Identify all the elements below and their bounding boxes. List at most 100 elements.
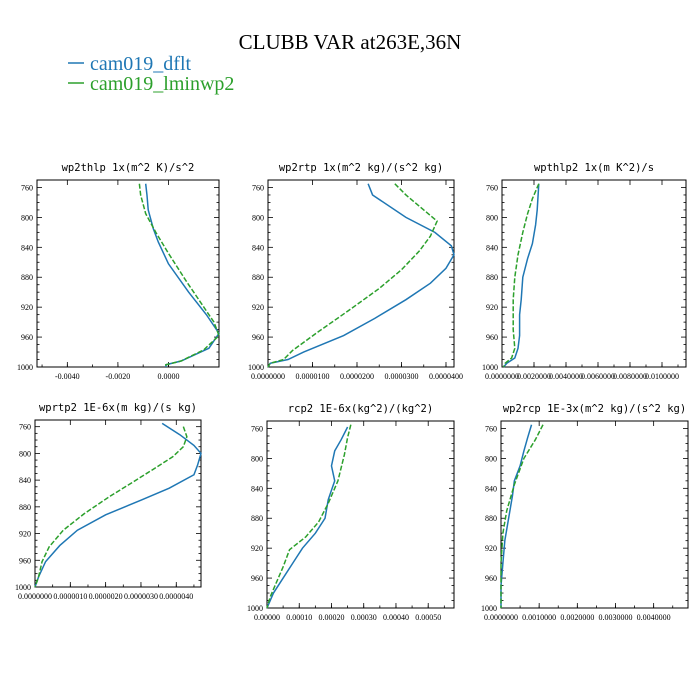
y-tick-label: 960 <box>252 333 264 342</box>
series-line-cam019_lminwp2 <box>500 424 544 608</box>
x-tick-label: -0.0020 <box>106 372 131 381</box>
x-tick-label: 0.0080000 <box>613 372 647 381</box>
x-tick-label: 0.0040000 <box>637 613 671 622</box>
series-line-cam019_lminwp2 <box>138 183 220 367</box>
y-tick-label: 760 <box>252 183 264 192</box>
series-line-cam019_lminwp2 <box>266 424 352 609</box>
panel-title: wprtp2 1E-6x(m kg)/(s kg) <box>39 402 197 414</box>
y-tick-label: 960 <box>486 333 498 342</box>
panel-title: wp2thlp 1x(m^2 K)/s^2 <box>62 162 195 174</box>
y-tick-label: 960 <box>19 556 31 565</box>
y-tick-label: 1000 <box>247 604 263 613</box>
series-line-cam019_dflt <box>267 183 455 368</box>
x-tick-label: 0.0000000 <box>251 372 285 381</box>
y-tick-label: 840 <box>486 243 498 252</box>
legend-label-dflt: cam019_dflt <box>90 53 192 75</box>
panel-title: wp2rcp 1E-3x(m^2 kg)/(s^2 kg) <box>503 403 686 415</box>
panel-2: wp2rtp 1x(m^2 kg)/(s^2 kg) 760 800 840 880 92… <box>248 162 463 381</box>
plot-frame <box>501 179 687 368</box>
x-tick-label: 0.0030000 <box>598 613 632 622</box>
y-tick-label: 760 <box>486 183 498 192</box>
legend-label-lminwp2: cam019_lminwp2 <box>90 73 234 95</box>
legend: cam019_dflt cam019_lminwp2 <box>68 53 234 95</box>
x-tick-label: 0.0000020 <box>89 592 123 601</box>
series-line-cam019_lminwp2 <box>34 426 188 588</box>
y-tick-label: 880 <box>21 273 33 282</box>
y-tick-label: 1000 <box>17 363 33 372</box>
y-tick-label: 800 <box>251 454 263 463</box>
panels: wp2thlp 1x(m^2 K)/s^2 760 800 840 880 920 960 1… <box>15 162 689 622</box>
panel-1: wp2thlp 1x(m^2 K)/s^2 760 800 840 880 920 960 1… <box>17 162 220 381</box>
x-tick-label: 0.0020000 <box>517 372 551 381</box>
y-tick-label: 840 <box>251 484 263 493</box>
x-tick-label: 0.0000000 <box>484 613 518 622</box>
series-line-cam019_dflt <box>503 183 540 368</box>
x-tick-label: 0.0000000 <box>18 592 52 601</box>
panel-title: rcp2 1E-6x(kg^2)/(kg^2) <box>288 403 433 415</box>
y-tick-label: 960 <box>251 574 263 583</box>
y-tick-label: 880 <box>252 273 264 282</box>
panel-title: wpthlp2 1x(m K^2)/s <box>534 162 654 174</box>
y-tick-label: 760 <box>21 183 33 192</box>
y-tick-label: 920 <box>252 303 264 312</box>
x-tick-label: 0.0000 <box>157 372 179 381</box>
y-tick-label: 800 <box>19 449 31 458</box>
y-tick-label: 920 <box>251 544 263 553</box>
y-tick-label: 960 <box>21 333 33 342</box>
x-tick-label: 0.00030 <box>351 613 377 622</box>
series-line-cam019_dflt <box>34 422 202 588</box>
y-tick-label: 760 <box>19 423 31 432</box>
x-tick-label: 0.0000100 <box>295 372 329 381</box>
y-tick-label: 920 <box>486 303 498 312</box>
y-tick-label: 880 <box>251 514 263 523</box>
y-tick-label: 760 <box>485 424 497 433</box>
y-tick-label: 760 <box>251 424 263 433</box>
series-line-cam019_dflt <box>266 426 349 609</box>
y-tick-label: 920 <box>21 303 33 312</box>
x-tick-label: 0.0040000 <box>549 372 583 381</box>
y-tick-label: 840 <box>21 243 33 252</box>
panel-5: rcp2 1E-6x(kg^2)/(kg^2) 760 800 840 880 920 96… <box>247 403 455 622</box>
y-tick-label: 800 <box>486 213 498 222</box>
x-tick-label: 0.00020 <box>318 613 344 622</box>
x-tick-label: 0.0100000 <box>645 372 679 381</box>
plot-frame <box>267 179 455 368</box>
panel-6: wp2rcp 1E-3x(m^2 kg)/(s^2 kg) 760 800 840 88… <box>481 403 689 622</box>
x-tick-label: 0.0000000 <box>485 372 519 381</box>
plot-frame <box>266 420 455 609</box>
panel-3: wpthlp2 1x(m K^2)/s 760 800 840 880 920 960 100… <box>482 162 687 381</box>
series-line-cam019_lminwp2 <box>267 183 439 368</box>
y-tick-label: 960 <box>485 574 497 583</box>
y-tick-label: 800 <box>21 213 33 222</box>
series-line-cam019_dflt <box>500 424 533 608</box>
y-tick-label: 840 <box>252 243 264 252</box>
y-tick-label: 880 <box>486 273 498 282</box>
panel-title: wp2rtp 1x(m^2 kg)/(s^2 kg) <box>279 162 443 174</box>
plot-frame <box>500 420 689 609</box>
x-tick-label: 0.0020000 <box>560 613 594 622</box>
y-tick-label: 800 <box>252 213 264 222</box>
x-tick-label: 0.0000200 <box>340 372 374 381</box>
x-tick-label: 0.0000040 <box>159 592 193 601</box>
y-tick-label: 1000 <box>15 583 31 592</box>
plot-frame <box>36 179 220 368</box>
x-tick-label: 0.0000030 <box>124 592 158 601</box>
x-tick-label: 0.0000010 <box>53 592 87 601</box>
y-tick-label: 880 <box>19 503 31 512</box>
x-tick-label: 0.00040 <box>383 613 409 622</box>
y-tick-label: 840 <box>485 484 497 493</box>
x-tick-label: 0.0010000 <box>522 613 556 622</box>
x-tick-label: 0.0000400 <box>429 372 463 381</box>
x-tick-label: 0.00050 <box>415 613 441 622</box>
y-tick-label: 1000 <box>248 363 264 372</box>
y-tick-label: 800 <box>485 454 497 463</box>
y-tick-label: 880 <box>485 514 497 523</box>
y-tick-label: 1000 <box>481 604 497 613</box>
x-tick-label: 0.00010 <box>286 613 312 622</box>
x-tick-label: -0.0040 <box>55 372 80 381</box>
y-tick-label: 840 <box>19 476 31 485</box>
x-tick-label: 0.00000 <box>254 613 280 622</box>
plot-frame <box>34 419 202 588</box>
series-line-cam019_lminwp2 <box>502 183 540 368</box>
